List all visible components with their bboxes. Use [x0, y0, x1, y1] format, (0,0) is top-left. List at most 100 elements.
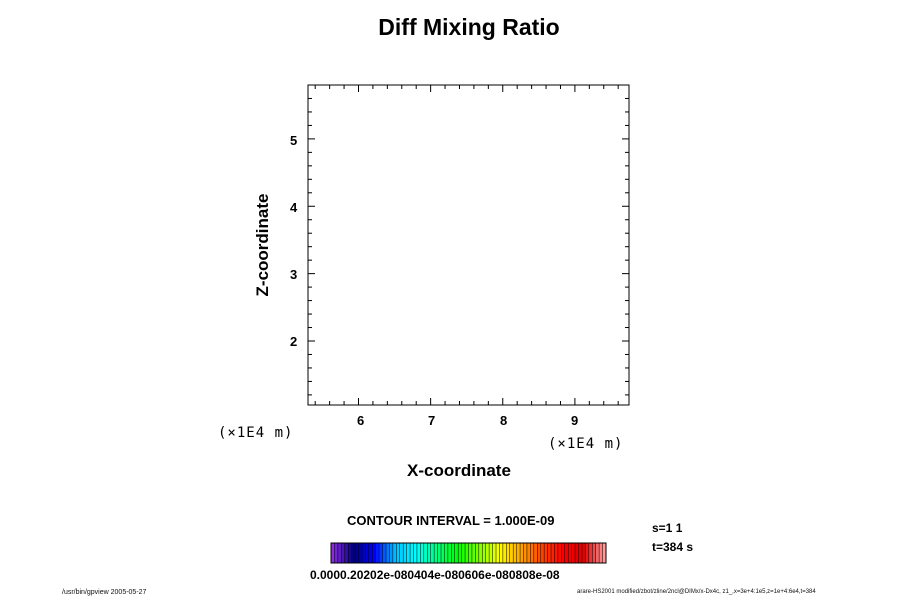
colorbar-swatch: [410, 543, 414, 563]
colorbar-swatch: [358, 543, 363, 563]
footer-left: /usr/bin/gpview 2005-05-27: [62, 589, 147, 596]
colorbar-swatch: [454, 543, 459, 563]
colorbar-swatch: [403, 543, 407, 563]
axis-ticks: [308, 84, 629, 405]
colorbar-swatch: [399, 543, 404, 563]
colorbar-swatch: [537, 543, 541, 563]
colorbar-swatch: [413, 543, 418, 563]
colorbar-swatch: [557, 543, 562, 563]
colorbar-swatch: [485, 543, 490, 563]
colorbar-swatch: [441, 543, 445, 563]
colorbar-swatch: [447, 543, 452, 563]
colorbar: [330, 542, 607, 564]
colorbar-swatch: [571, 543, 576, 563]
colorbar-swatch: [344, 543, 349, 563]
colorbar-swatch: [427, 543, 431, 563]
colorbar-swatch: [496, 543, 500, 563]
colorbar-swatch: [365, 543, 370, 563]
colorbar-swatch: [451, 543, 456, 563]
colorbar-swatch: [581, 543, 586, 563]
colorbar-swatch: [392, 543, 397, 563]
colorbar-swatch: [540, 543, 545, 563]
colorbar-swatch: [592, 543, 596, 563]
colorbar-swatch: [595, 543, 600, 563]
colorbar-swatch: [334, 543, 339, 563]
z-tick-label-2: 2: [290, 334, 298, 349]
colorbar-swatch: [434, 543, 438, 563]
colorbar-swatch: [544, 543, 548, 563]
colorbar-swatch: [368, 543, 373, 563]
colorbar-swatch: [430, 543, 435, 563]
z-axis-label: Z-coordinate: [253, 193, 272, 297]
colorbar-swatch: [416, 543, 421, 563]
colorbar-swatch: [461, 543, 466, 563]
colorbar-swatch: [355, 543, 359, 563]
colorbar-swatch: [386, 543, 390, 563]
colorbar-swatch: [478, 543, 483, 563]
colorbar-swatch: [513, 543, 517, 563]
colorbar-swatch: [568, 543, 572, 563]
z-unit-label: (×1E4 m): [218, 425, 294, 441]
colorbar-swatch: [482, 543, 486, 563]
x-tick-label-8: 8: [500, 413, 508, 428]
z-tick-label-3: 3: [290, 267, 298, 282]
colorbar-swatch: [561, 543, 566, 563]
colorbar-swatch: [361, 543, 366, 563]
colorbar-swatch: [516, 543, 521, 563]
colorbar-swatch: [520, 543, 524, 563]
colorbar-swatch: [468, 543, 473, 563]
colorbar-swatch: [475, 543, 480, 563]
colorbar-swatch: [575, 543, 579, 563]
x-tick-label-6: 6: [357, 413, 365, 428]
time-label: t=384 s: [652, 540, 694, 554]
colorbar-swatch: [331, 543, 335, 563]
colorbar-swatch: [396, 543, 401, 563]
colorbar-swatch: [602, 543, 607, 563]
colorbar-swatch: [492, 543, 497, 563]
colorbar-swatch: [526, 543, 531, 563]
x-tick-label-9: 9: [571, 413, 579, 428]
z-tick-label-5: 5: [290, 133, 298, 148]
colorbar-swatch: [337, 543, 342, 563]
colorbar-swatch: [530, 543, 535, 563]
colorbar-swatch: [588, 543, 593, 563]
colorbar-swatch: [471, 543, 476, 563]
colorbar-swatch: [423, 543, 428, 563]
colorbar-swatch: [437, 543, 442, 563]
colorbar-swatch: [578, 543, 583, 563]
colorbar-swatch: [389, 543, 394, 563]
colorbar-swatch: [420, 543, 425, 563]
colorbar-swatch: [375, 543, 380, 563]
x-tick-label-7: 7: [428, 413, 436, 428]
plot-frame: [307, 84, 630, 406]
colorbar-swatch: [502, 543, 507, 563]
colorbar-swatch: [551, 543, 555, 563]
colorbar-swatch: [382, 543, 387, 563]
colorbar-swatch: [465, 543, 469, 563]
colorbar-swatch: [585, 543, 590, 563]
z-tick-label-4: 4: [290, 200, 298, 215]
colorbar-swatch: [506, 543, 511, 563]
colorbar-swatch: [406, 543, 411, 563]
colorbar-swatch: [372, 543, 376, 563]
colorbar-swatch: [458, 543, 462, 563]
colorbar-swatch: [489, 543, 493, 563]
colorbar-swatch: [533, 543, 538, 563]
colorbar-swatch: [499, 543, 504, 563]
colorbar-frame: [330, 542, 607, 564]
x-unit-label: (×1E4 m): [548, 436, 624, 452]
colorbar-swatch: [564, 543, 569, 563]
step-label: s=1 1: [652, 521, 683, 535]
x-axis-label: X-coordinate: [407, 461, 511, 480]
chart-title: Diff Mixing Ratio: [378, 14, 560, 40]
colorbar-tick-labels: 0.0000.20202e-080404e-080606e-080808e-08: [310, 568, 560, 582]
colorbar-swatch: [599, 543, 603, 563]
colorbar-swatch: [341, 543, 346, 563]
footer-right: arare-HS2001 modified/zbot/zline/2ncl@DI…: [577, 589, 816, 595]
colorbar-swatch: [444, 543, 449, 563]
colorbar-swatch: [509, 543, 514, 563]
colorbar-swatch: [351, 543, 356, 563]
contour-interval-label: CONTOUR INTERVAL = 1.000E-09: [347, 513, 555, 528]
colorbar-swatch: [547, 543, 552, 563]
